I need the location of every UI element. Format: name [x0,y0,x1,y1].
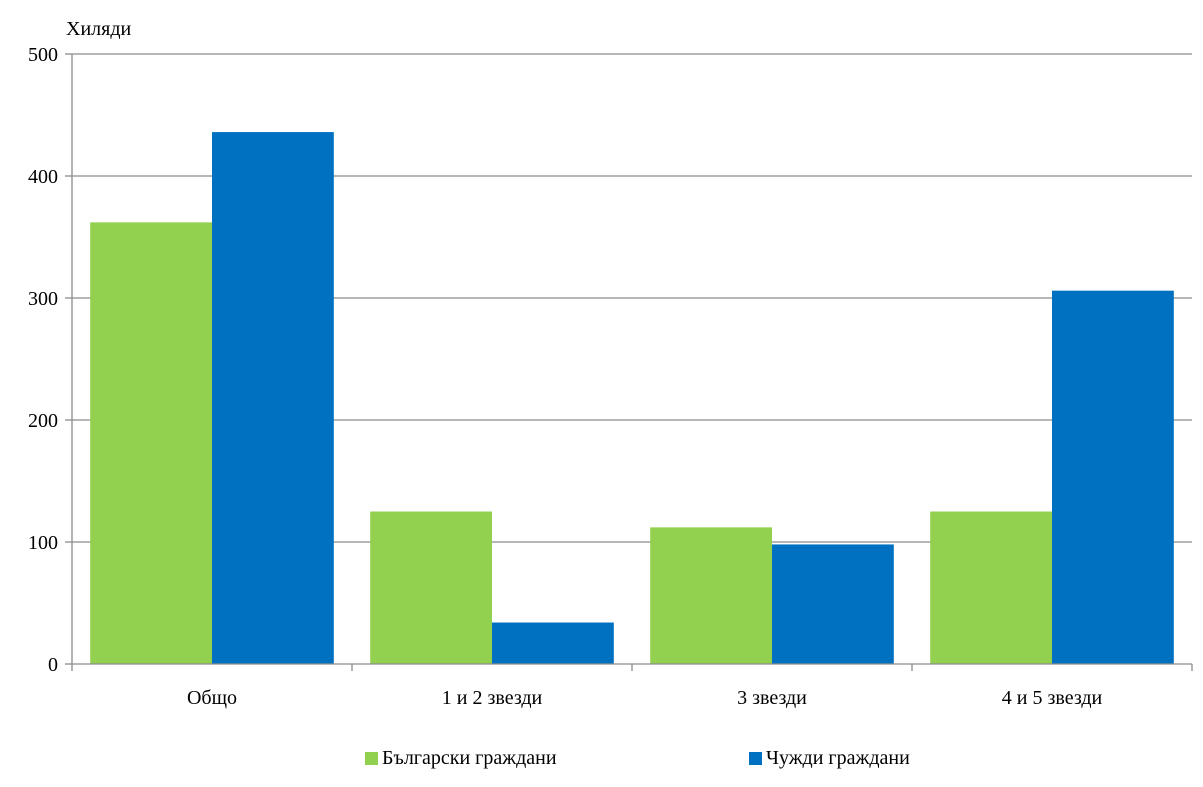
bars [90,132,1174,665]
y-tick-label: 400 [28,166,58,188]
x-tick-label: Общо [187,687,237,709]
bar-bulgarian [930,511,1052,664]
legend-label-foreign: Чужди граждани [766,747,910,769]
bar-foreign [212,132,334,664]
x-tick-label: 1 и 2 звезди [442,687,543,709]
legend-item-foreign: Чужди граждани [749,747,910,770]
legend: Български граждани Чужди граждани [0,747,1203,777]
bar-bulgarian [650,527,772,664]
y-tick-label: 200 [28,410,58,432]
y-tick-label: 0 [48,654,58,676]
legend-item-bulgarian: Български граждани [365,747,557,770]
y-tick-label: 500 [28,44,58,66]
x-tick-labels: Общо 1 и 2 звезди 3 звезди 4 и 5 звезди [187,687,1103,709]
axes [65,53,1193,671]
bar-foreign [492,622,614,664]
bar-foreign [772,544,894,664]
x-tick-label: 4 и 5 звезди [1002,687,1103,709]
bar-bulgarian [370,511,492,664]
bar-foreign [1052,290,1174,664]
bar-bulgarian [90,222,212,665]
y-tick-label: 300 [28,288,58,310]
legend-label-bulgarian: Български граждани [382,747,557,769]
x-tick-label: 3 звезди [737,687,807,709]
legend-swatch-foreign [749,752,762,765]
y-tick-labels: 0 100 200 300 400 500 [28,44,58,676]
legend-swatch-bulgarian [365,752,378,765]
y-tick-label: 100 [28,532,58,554]
y-unit-label: Хиляди [66,18,132,40]
